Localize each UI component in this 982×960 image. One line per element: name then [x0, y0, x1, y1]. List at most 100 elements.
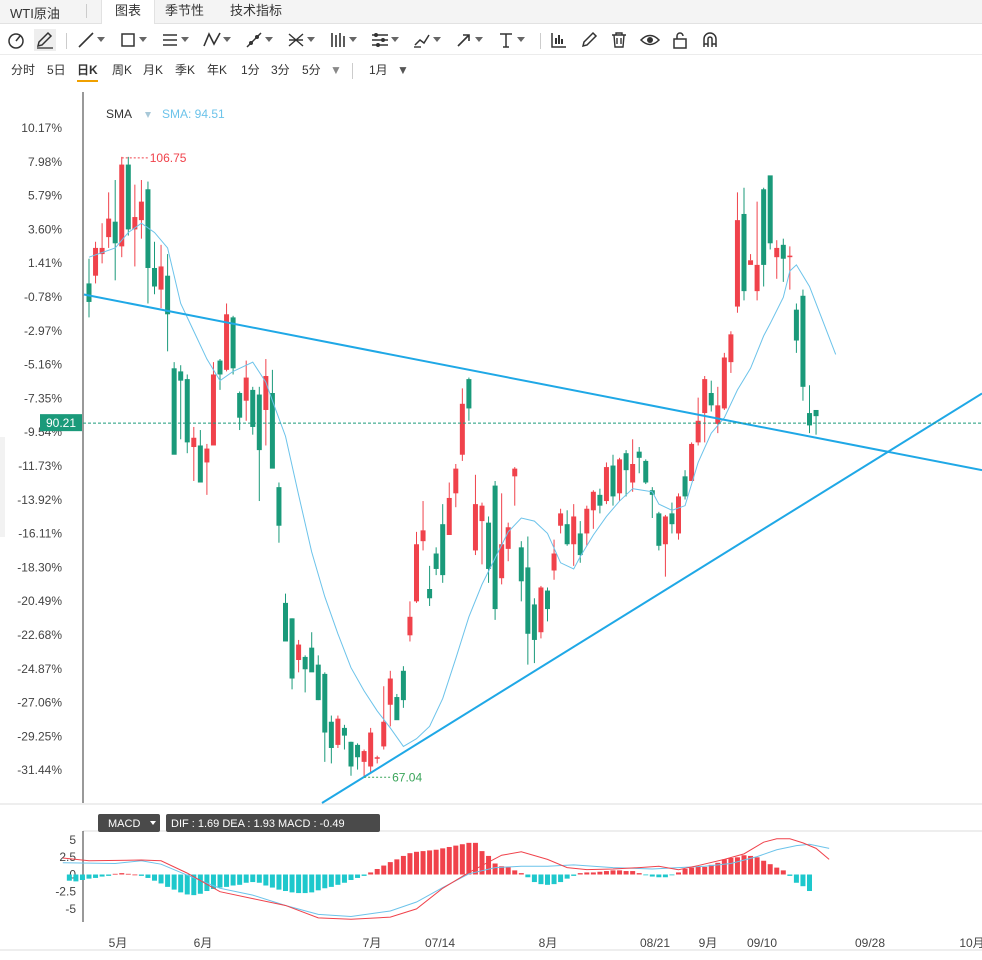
- period-selector: 分时 5日 日K 周K 月K 季K 年K 1分 3分 5分 ▼ 1月 ▼: [0, 56, 982, 86]
- y-tick-label: -24.87%: [17, 662, 62, 676]
- range-chevron-icon[interactable]: ▼: [397, 63, 409, 77]
- macd-hist-bar: [597, 871, 603, 875]
- ray-icon[interactable]: [244, 29, 273, 51]
- candle-body: [584, 508, 590, 534]
- period-intraday[interactable]: 分时: [11, 63, 36, 77]
- macd-hist-bar: [623, 871, 629, 875]
- macd-hist-bar: [505, 866, 511, 875]
- tab-chart[interactable]: 图表: [101, 0, 156, 24]
- magnet-icon[interactable]: [700, 29, 720, 51]
- candle-body: [774, 247, 780, 258]
- rectangle-icon[interactable]: [118, 29, 147, 51]
- macd-hist-bar: [807, 874, 812, 892]
- candle-body: [99, 247, 105, 255]
- macd-hist-bar: [283, 874, 288, 892]
- chart-icon[interactable]: [549, 29, 569, 51]
- cross-lines-icon[interactable]: [286, 29, 315, 51]
- candle-body: [761, 189, 767, 265]
- candle-body: [689, 443, 695, 481]
- candle-body: [669, 513, 675, 525]
- arrow-icon[interactable]: [454, 29, 483, 51]
- macd-hist-bar: [427, 850, 433, 875]
- macd-hist-bar: [217, 874, 223, 888]
- candle-body: [656, 513, 662, 546]
- eye-icon[interactable]: [639, 29, 661, 51]
- chart-area[interactable]: 10.17% 7.98% 5.79% 3.60% 1.41% -0.78% -2.97% -5…: [0, 92, 982, 955]
- period-5min[interactable]: 5分: [302, 63, 321, 77]
- drawing-toolbar: [0, 25, 982, 55]
- macd-hist-bar: [767, 864, 773, 875]
- current-price-badge: [40, 414, 82, 432]
- macd-hist-bar: [250, 874, 256, 883]
- line-icon[interactable]: [76, 29, 105, 51]
- candle-body: [276, 487, 282, 526]
- period-quarterly[interactable]: 季K: [175, 63, 196, 77]
- period-monthly[interactable]: 月K: [143, 63, 164, 77]
- zigzag-icon[interactable]: [202, 29, 231, 51]
- range-select[interactable]: 1月: [369, 63, 388, 77]
- candle-body: [93, 247, 99, 276]
- candle-body: [217, 360, 223, 375]
- macd-hist-bar: [191, 874, 197, 896]
- x-tick-label: 09/10: [747, 936, 777, 950]
- parallel-lines-icon[interactable]: [160, 29, 189, 51]
- bars-icon[interactable]: [328, 29, 357, 51]
- macd-hist-bar: [328, 874, 334, 887]
- y-tick-label: -11.73%: [18, 459, 62, 473]
- candle-body: [505, 527, 511, 549]
- candle-body: [269, 392, 275, 469]
- period-3min[interactable]: 3分: [271, 63, 290, 77]
- price-chart[interactable]: 10.17% 7.98% 5.79% 3.60% 1.41% -0.78% -2.97% -5…: [0, 92, 982, 955]
- candle-body: [558, 513, 564, 526]
- macd-hist-bar: [518, 873, 524, 875]
- text-icon[interactable]: [496, 29, 525, 51]
- macd-hist-bar: [276, 874, 282, 890]
- period-1min[interactable]: 1分: [241, 63, 260, 77]
- macd-hist-bar: [617, 870, 623, 875]
- macd-hist-bar: [197, 874, 203, 894]
- tab-seasonality[interactable]: 季节性: [165, 3, 205, 18]
- period-more-chevron-icon[interactable]: ▼: [330, 63, 342, 77]
- candle-body: [420, 530, 426, 542]
- macd-hist-bar: [237, 874, 243, 885]
- candle-body: [472, 504, 478, 551]
- cursor-icon[interactable]: [6, 29, 26, 51]
- candle-body: [662, 516, 668, 545]
- current-price-label: 90.21: [46, 416, 76, 430]
- unlock-icon[interactable]: [670, 29, 690, 51]
- y-tick-label: -20.49%: [17, 594, 62, 608]
- period-yearly[interactable]: 年K: [207, 63, 228, 77]
- macd-hist-bar: [322, 874, 328, 889]
- pencil-icon[interactable]: [34, 29, 56, 51]
- x-tick-label: 08/21: [640, 936, 670, 950]
- x-tick-label: 8月: [539, 936, 558, 950]
- macd-hist-bar: [400, 855, 406, 875]
- pen-icon[interactable]: [579, 29, 599, 51]
- period-daily[interactable]: 日K: [77, 62, 98, 82]
- support-trendline: [321, 392, 982, 804]
- macd-hist-bar: [420, 851, 426, 875]
- candle-body: [545, 590, 550, 610]
- macd-selector: [98, 814, 160, 832]
- candle-body: [512, 468, 518, 477]
- plot-background: [83, 92, 982, 803]
- macd-hist-bar: [368, 872, 374, 875]
- candle-body: [427, 589, 433, 599]
- side-panel-handle[interactable]: [0, 437, 5, 537]
- tabbar-divider: [86, 4, 87, 18]
- candle-body: [807, 413, 812, 426]
- macd-hist-bar: [387, 862, 393, 875]
- brush-icon[interactable]: [412, 29, 441, 51]
- candle-body: [243, 377, 249, 401]
- trash-icon[interactable]: [609, 29, 629, 51]
- macd-hist-bar: [584, 872, 590, 875]
- candle-body: [381, 721, 387, 747]
- macd-hist-bar: [774, 867, 780, 875]
- candle-body: [518, 547, 524, 582]
- candle-body: [289, 618, 295, 679]
- tab-indicators[interactable]: 技术指标: [230, 3, 283, 18]
- period-5day[interactable]: 5日: [47, 63, 66, 77]
- period-weekly[interactable]: 周K: [112, 63, 133, 77]
- settings-lines-icon[interactable]: [370, 29, 399, 51]
- macd-hist-bar: [793, 874, 799, 883]
